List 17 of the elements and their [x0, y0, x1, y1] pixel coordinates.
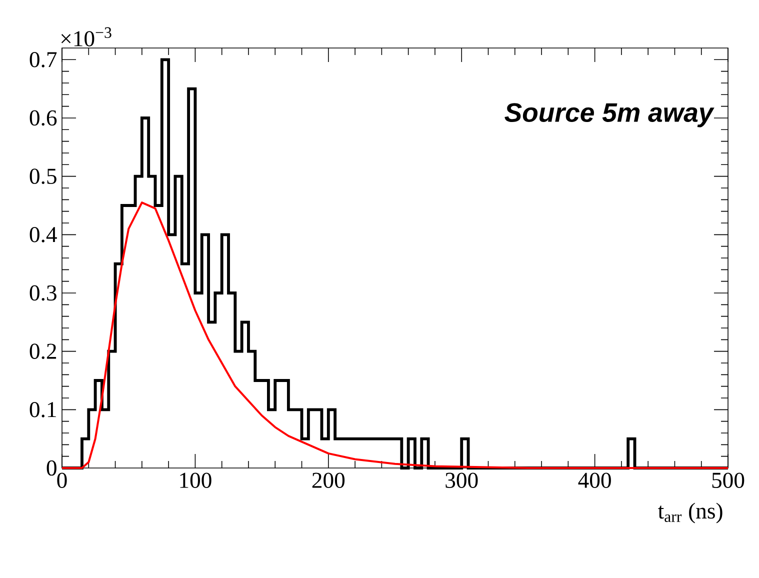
- annotation: Source 5m away: [504, 103, 714, 128]
- text: ×10$^{−3}$: [61, 27, 112, 46]
- y-tick-label: 0.3: [30, 285, 56, 301]
- x-tick-label: 0: [57, 472, 67, 488]
- y-tick-label: 0.6: [30, 110, 57, 126]
- x-tick-label: 100: [180, 472, 212, 488]
- x-tick-label: 200: [312, 472, 345, 488]
- y-tick-label: 0.7: [30, 52, 57, 68]
- y-tick-label: 0.5: [30, 168, 56, 184]
- y-tick-label: 0.4: [30, 226, 57, 242]
- x-axis-title: t$_{arr}$ (ns): [658, 502, 722, 524]
- x-tick-label: 300: [446, 472, 478, 488]
- y-tick-label: 0.1: [30, 402, 56, 418]
- x-tick-label: 400: [578, 472, 611, 488]
- y-tick-label: 0.2: [30, 344, 56, 360]
- y-tick-label: 0: [46, 460, 56, 476]
- x-tick-label: 500: [712, 472, 744, 488]
